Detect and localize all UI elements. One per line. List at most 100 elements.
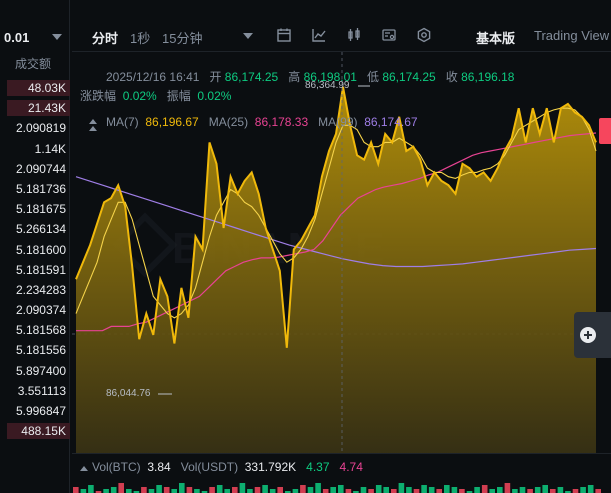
tab-time-share[interactable]: 分时	[92, 31, 119, 46]
chart-canvas	[72, 52, 602, 453]
volume-bar	[519, 487, 526, 493]
volume-bar	[459, 489, 465, 493]
ma99-value: 86,174.67	[364, 115, 418, 129]
volume-bar	[209, 487, 215, 493]
orderbook-row[interactable]: 5.266134	[0, 219, 70, 239]
orderbook-row-value: 5.266134	[15, 222, 66, 237]
volume-bar	[428, 487, 435, 493]
orderbook-row[interactable]: 3.551113	[0, 381, 70, 401]
volume-bar	[565, 491, 571, 493]
low-value: 86,174.25	[382, 70, 436, 84]
volume-bar	[216, 485, 223, 493]
orderbook-row-value: 5.181568	[15, 323, 66, 338]
volume-bar	[103, 489, 109, 493]
tab-15m[interactable]: 15分钟	[162, 31, 203, 46]
change-label: 涨跌幅	[80, 89, 117, 103]
tradingview-button[interactable]: Trading View	[534, 28, 610, 43]
vol-btc-label: Vol(BTC)	[92, 460, 141, 474]
orderbook-row[interactable]: 5.181591	[0, 260, 70, 280]
precision-select[interactable]: 0.01	[0, 26, 70, 48]
volume-bar	[375, 485, 382, 493]
volume-bar	[368, 489, 374, 493]
ma99-line	[75, 176, 597, 268]
volume-bar	[444, 485, 450, 493]
vol-ma2-value: 4.74	[339, 460, 363, 474]
ma7-value: 86,196.67	[145, 115, 199, 129]
interval-dropdown-icon[interactable]	[243, 33, 253, 39]
orderbook-row[interactable]: 5.181736	[0, 179, 70, 199]
drawing-icon[interactable]	[381, 27, 397, 43]
price-area	[76, 86, 596, 453]
orderbook-row-value: 2.090744	[15, 161, 66, 176]
orderbook-row[interactable]: 2.234283	[0, 280, 70, 300]
orderbook-row-value: 5.181591	[15, 262, 66, 277]
orderbook-row-value: 5.181675	[15, 202, 66, 217]
volume-bar	[345, 489, 352, 493]
volume-bar	[512, 489, 518, 493]
candle-icon[interactable]	[346, 27, 362, 43]
orderbook-row-value: 2.234283	[15, 282, 66, 297]
orderbook-row[interactable]: 5.897400	[0, 361, 70, 381]
volume-bar	[300, 485, 306, 493]
change-info: 涨跌幅 0.02% 振幅 0.02%	[80, 87, 231, 104]
volume-bar	[247, 489, 253, 493]
volume-bar	[254, 487, 261, 493]
orderbook-row[interactable]: 1.14K	[0, 139, 70, 159]
orderbook-row[interactable]: 2.090819	[0, 118, 70, 138]
volume-bar	[163, 487, 170, 493]
orderbook-row[interactable]: 2.090374	[0, 300, 70, 320]
settings-icon[interactable]	[416, 27, 432, 43]
orderbook-row[interactable]: 488.15K	[0, 421, 70, 441]
orderbook-row[interactable]: 5.181600	[0, 240, 70, 260]
volume-bar	[141, 487, 147, 493]
price-chart[interactable]: BINANCE 2025/12/16 16:41 开 86,174.25 高 8…	[72, 52, 611, 453]
orderbook-row[interactable]: 5.181556	[0, 340, 70, 360]
orderbook-rows: 48.03K 21.43K 2.090819 1.14K 2.090744 5.18173…	[0, 78, 70, 441]
volume-bar	[156, 485, 162, 493]
orderbook-row-value: 21.43K	[27, 101, 66, 116]
add-order-button[interactable]	[574, 312, 611, 358]
orderbook-row-value: 5.897400	[15, 363, 66, 378]
volume-bar	[391, 489, 397, 493]
orderbook-row-value: 488.15K	[21, 424, 66, 439]
volume-bar	[95, 491, 102, 493]
high-price-mark: 86,364.99	[305, 80, 350, 91]
volume-bar	[481, 485, 488, 493]
basic-view-button[interactable]: 基本版	[476, 31, 516, 46]
orderbook-row[interactable]: 5.996847	[0, 401, 70, 421]
precision-value: 0.01	[4, 30, 30, 45]
collapse-ma-icon[interactable]	[89, 119, 97, 124]
volume-bar	[451, 487, 458, 493]
calendar-icon[interactable]	[276, 27, 292, 43]
orderbook-row[interactable]: 5.181675	[0, 199, 70, 219]
collapse-ohlc-icon[interactable]	[89, 126, 97, 131]
orderbook-row[interactable]: 21.43K	[0, 98, 70, 118]
indicator-icon[interactable]	[311, 27, 327, 43]
volume-bar	[504, 483, 511, 493]
volume-bar	[110, 487, 117, 493]
orderbook-row[interactable]: 5.181568	[0, 320, 70, 340]
volume-bar	[118, 483, 124, 493]
volume-bar	[398, 483, 405, 493]
volume-bar	[179, 483, 185, 493]
orderbook-row[interactable]: 48.03K	[0, 78, 70, 98]
volume-bar	[557, 487, 564, 493]
orderbook-row-value: 48.03K	[27, 81, 66, 95]
volume-bar	[406, 487, 412, 493]
ma-info: MA(7) 86,196.67 MA(25) 86,178.33 MA(99) …	[106, 115, 418, 129]
tab-1s[interactable]: 1秒	[130, 31, 151, 46]
open-label: 开	[209, 70, 222, 84]
turnover-header: 成交额	[14, 57, 51, 71]
volume-bar	[133, 491, 140, 493]
depth-bar	[7, 423, 70, 440]
orderbook-row[interactable]: 2.090744	[0, 159, 70, 179]
low-price-mark: 86,044.76	[106, 388, 151, 399]
volume-bar	[542, 485, 548, 493]
orderbook-row-value: 2.090819	[15, 121, 66, 136]
open-value: 86,174.25	[224, 70, 279, 84]
orderbook-row-value: 5.996847	[15, 404, 66, 418]
vol-usdt-value: 331.792K	[244, 460, 297, 474]
collapse-volume-icon[interactable]	[80, 466, 88, 471]
vol-btc-value: 3.84	[147, 460, 171, 474]
volume-bar	[126, 489, 132, 493]
